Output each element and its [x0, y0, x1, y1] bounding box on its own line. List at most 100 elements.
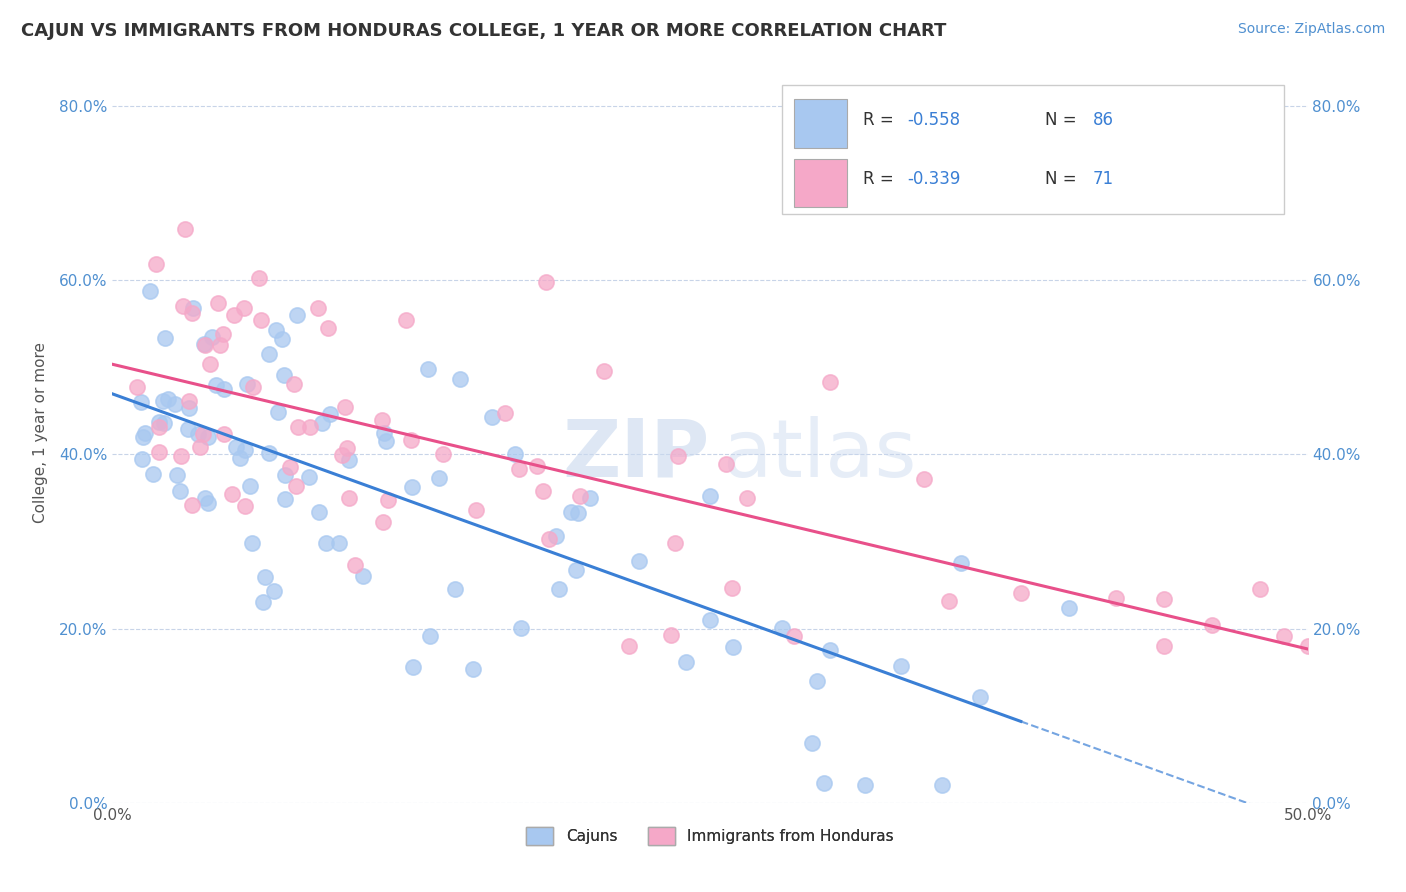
Point — [152, 393, 174, 408]
Point — [720, 581, 742, 595]
Point — [565, 563, 588, 577]
Point — [1153, 591, 1175, 606]
Text: -0.339: -0.339 — [907, 170, 960, 188]
Point — [560, 505, 582, 519]
Point — [402, 660, 425, 674]
FancyBboxPatch shape — [794, 99, 848, 147]
Point — [938, 594, 960, 608]
Text: Source: ZipAtlas.com: Source: ZipAtlas.com — [1237, 22, 1385, 37]
Point — [546, 529, 568, 543]
Text: N =: N = — [1045, 170, 1081, 188]
Point — [912, 472, 935, 486]
Point — [212, 382, 235, 396]
Point — [1105, 591, 1128, 606]
Point — [298, 470, 321, 484]
Point — [337, 491, 360, 505]
Text: ZIP: ZIP — [562, 416, 710, 494]
Point — [969, 690, 991, 704]
Text: CAJUN VS IMMIGRANTS FROM HONDURAS COLLEGE, 1 YEAR OR MORE CORRELATION CHART: CAJUN VS IMMIGRANTS FROM HONDURAS COLLEG… — [21, 22, 946, 40]
Point — [239, 479, 262, 493]
Point — [427, 471, 450, 485]
Point — [464, 503, 486, 517]
Text: 86: 86 — [1092, 112, 1114, 129]
Point — [181, 498, 204, 512]
Point — [818, 375, 841, 389]
Point — [336, 441, 359, 455]
Point — [145, 257, 167, 271]
Point — [716, 457, 738, 471]
Point — [148, 415, 170, 429]
Point — [319, 407, 342, 421]
Point — [931, 778, 953, 792]
Point — [371, 413, 394, 427]
Point — [200, 357, 222, 371]
Point — [533, 483, 555, 498]
Point — [134, 425, 156, 440]
Point — [170, 449, 193, 463]
Point — [481, 409, 503, 424]
Point — [659, 628, 682, 642]
Point — [242, 379, 264, 393]
Point — [212, 427, 235, 442]
Point — [534, 275, 557, 289]
Point — [537, 532, 560, 546]
Point — [194, 338, 217, 352]
Point — [461, 662, 484, 676]
Point — [950, 556, 973, 570]
Point — [187, 426, 209, 441]
Point — [278, 459, 301, 474]
Point — [253, 570, 276, 584]
Point — [194, 491, 217, 506]
Point — [330, 448, 353, 462]
Point — [308, 505, 330, 519]
Text: 71: 71 — [1092, 170, 1114, 188]
Point — [592, 364, 614, 378]
Point — [723, 640, 745, 655]
Point — [142, 467, 165, 482]
Point — [259, 347, 281, 361]
Point — [232, 301, 254, 316]
Point — [285, 479, 308, 493]
Point — [395, 313, 418, 327]
Point — [138, 284, 160, 298]
Text: N =: N = — [1045, 112, 1081, 129]
Point — [153, 331, 176, 345]
Point — [1296, 639, 1319, 653]
Point — [163, 397, 186, 411]
Point — [271, 332, 294, 346]
Point — [197, 430, 219, 444]
Point — [205, 378, 228, 392]
Point — [699, 613, 721, 627]
Point — [579, 491, 602, 505]
Point — [770, 621, 793, 635]
Point — [569, 489, 592, 503]
Point — [283, 376, 305, 391]
Point — [818, 643, 841, 657]
Point — [193, 337, 215, 351]
Point — [273, 368, 295, 382]
Point — [806, 673, 828, 688]
Point — [252, 595, 274, 609]
Point — [233, 500, 256, 514]
Point — [274, 492, 297, 507]
FancyBboxPatch shape — [782, 85, 1284, 214]
Point — [221, 487, 243, 501]
Point — [627, 554, 650, 568]
Point — [315, 535, 337, 549]
Point — [547, 582, 569, 596]
Point — [567, 506, 589, 520]
Point — [174, 221, 197, 235]
Text: R =: R = — [863, 112, 898, 129]
Point — [169, 484, 191, 499]
Point — [373, 425, 395, 440]
Point — [813, 776, 835, 790]
Point — [263, 584, 285, 599]
Point — [148, 420, 170, 434]
Point — [508, 461, 530, 475]
Point — [224, 308, 246, 322]
Point — [782, 629, 804, 643]
Point — [188, 440, 211, 454]
Point — [375, 434, 398, 448]
Point — [664, 536, 686, 550]
Point — [699, 489, 721, 503]
